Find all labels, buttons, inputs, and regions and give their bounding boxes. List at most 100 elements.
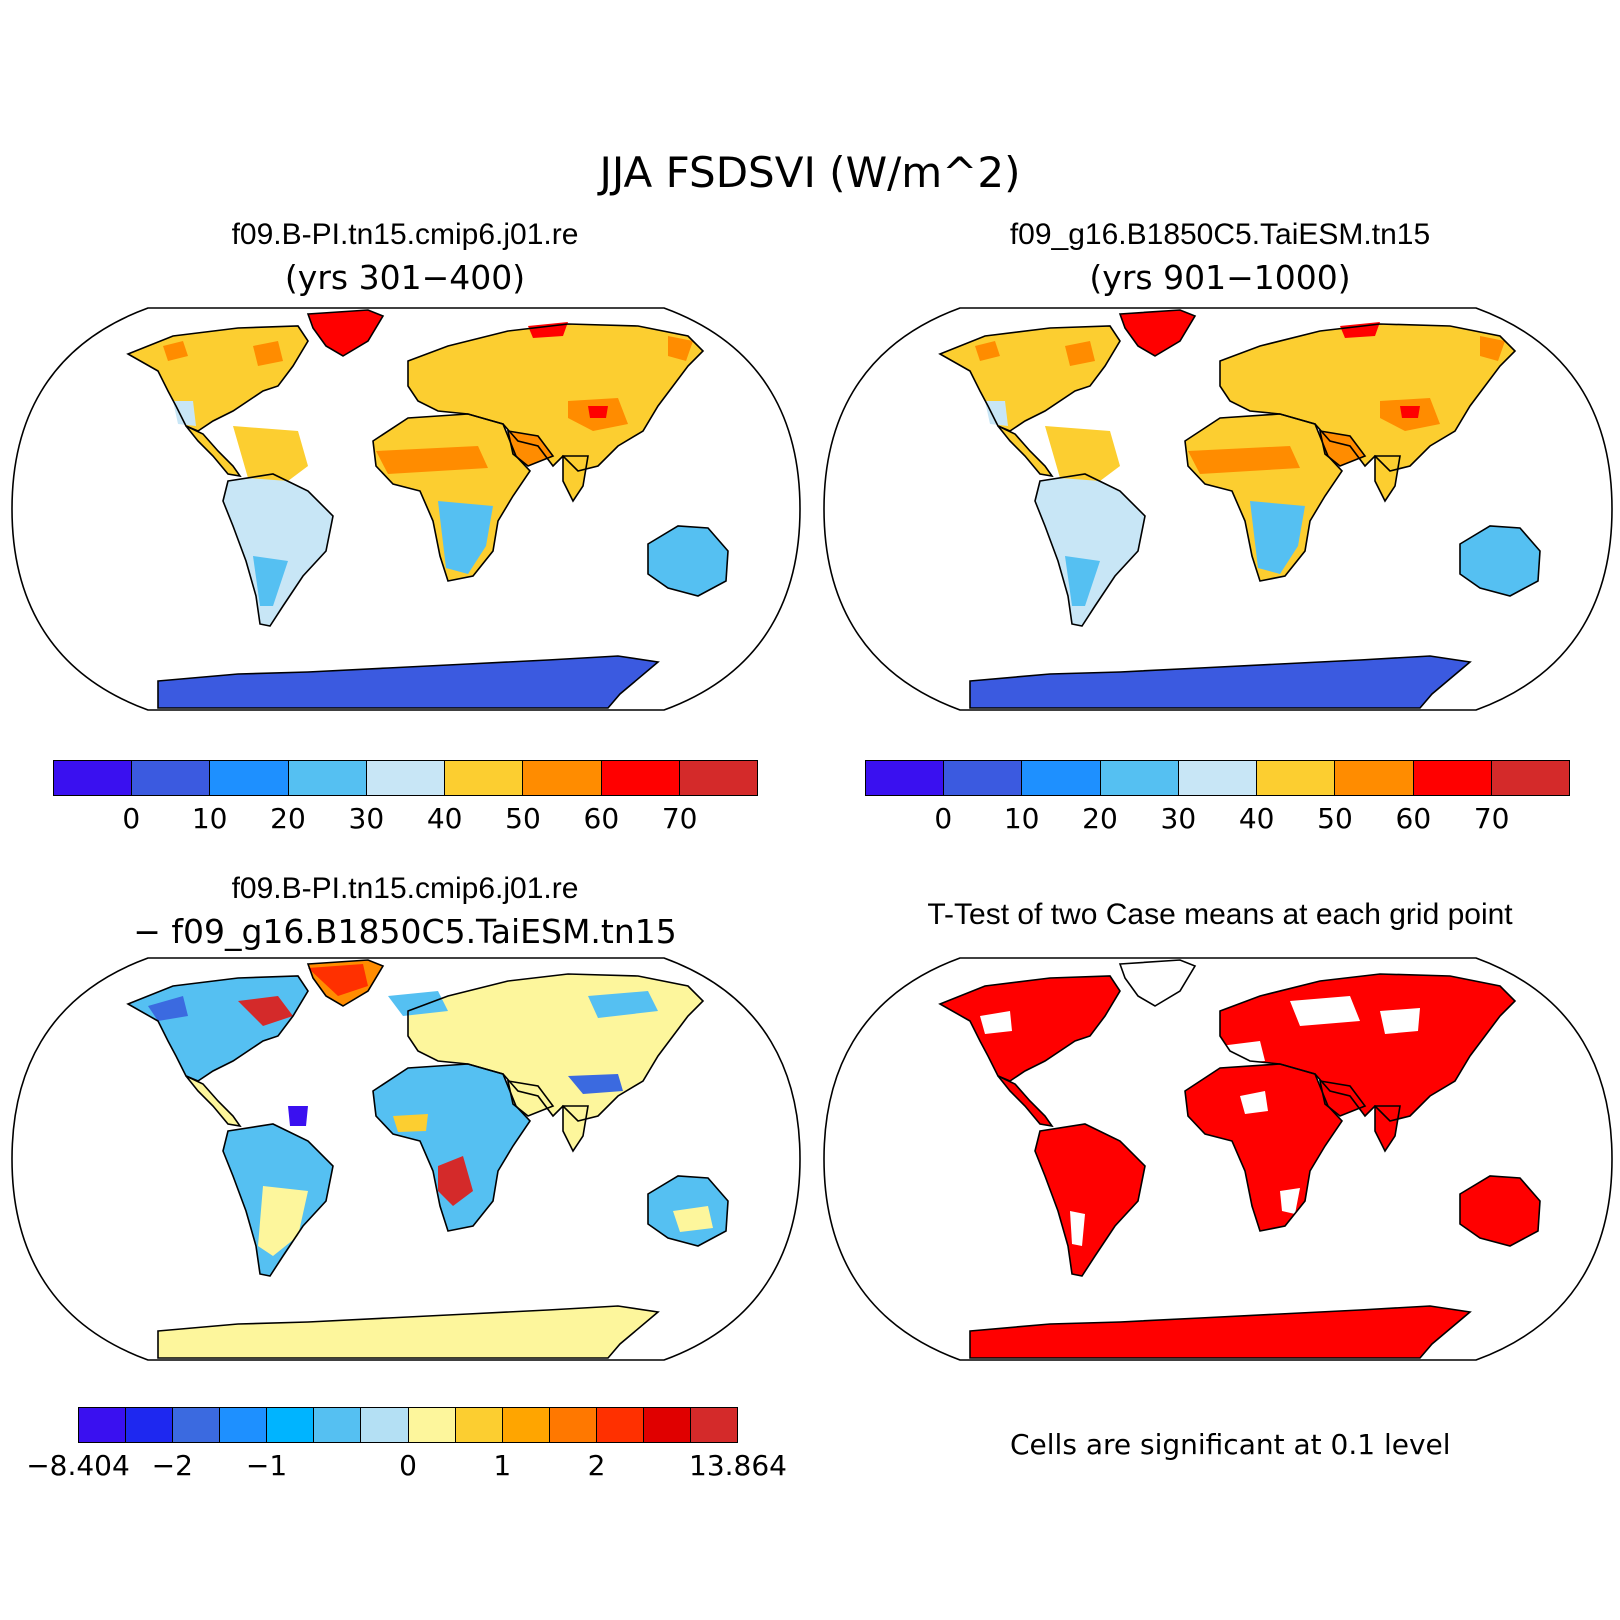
colorbar-swatch [267,1408,315,1442]
field-patch [376,446,488,474]
continent-arabia [508,1081,553,1116]
field-patch [1220,1041,1265,1064]
coastline-centralAmerica [997,1075,1054,1128]
continent-eurasia [408,324,703,471]
continent-australia [1460,1176,1540,1246]
field-patch [1045,426,1120,481]
field-patch [438,1156,473,1206]
colorbar-tick-label: 70 [661,802,698,835]
colorbar-tick-label: 50 [505,802,541,835]
colorbar-top-left [53,760,758,796]
colorbar-tick-label: 0 [399,1449,417,1482]
colorbar-tick-label: 60 [583,802,620,835]
coastline-australia [647,1175,729,1247]
field-patch [393,1114,428,1132]
colorbar-tick-label: 2 [587,1449,606,1482]
coastline-greenland [306,309,385,357]
coastline-antarctica [969,655,1472,709]
coastline-india [562,1105,589,1153]
colorbar-swatch [944,761,1023,795]
panel-subtitle-top-left: (yrs 301−400) [284,258,526,297]
continent-australia [648,526,728,596]
coastline-arabia [506,430,555,467]
continent-arabia [508,431,553,466]
coastline-australia [1459,525,1541,597]
field-patch [308,964,368,996]
colorbar-swatch [596,1408,644,1442]
colorbar-swatch [79,1408,127,1442]
field-patch [163,341,188,361]
colorbar-swatch [643,1408,692,1442]
field-patch [985,401,1008,426]
field-patch [668,336,693,361]
field-patch [1240,1091,1268,1114]
map-bottom-right [823,957,1613,1361]
continent-india [563,456,588,501]
coastline-greenland [1118,309,1197,357]
continent-arabia [1320,1081,1365,1116]
panel-title-top-left: f09.B-PI.tn15.cmip6.j01.re [231,218,579,251]
field-patch [588,406,608,418]
panel-title-bottom-right: T-Test of two Case means at each grid po… [927,898,1513,931]
coastline-india [1374,1105,1401,1153]
colorbar-tick-label: 13.864 [689,1449,787,1482]
colorbar-swatch [126,1408,174,1442]
colorbar-swatch [1178,761,1258,795]
coastline-centralAmerica [185,1075,242,1128]
coastline-northAmerica [938,975,1121,1082]
colorbar-swatch [173,1408,221,1442]
field-patch [528,322,568,338]
continent-northAmerica [940,976,1120,1081]
colorbar-swatch [502,1408,550,1442]
colorbar-swatch [54,761,133,795]
coastline-greenland [306,959,385,1007]
colorbar-swatch [288,761,367,795]
continent-africa [373,1064,530,1231]
continent-centralAmerica [186,1076,240,1126]
field-patch [253,556,288,606]
map-top-left [11,307,801,711]
coastline-southAmerica [1034,1123,1146,1277]
continent-greenland [308,310,383,356]
continent-eurasia [1220,324,1515,471]
colorbar-tick-label: 20 [1082,802,1118,835]
colorbar-swatch [1491,761,1569,795]
panel-subtitle-top-right: (yrs 901−1000) [1089,258,1351,297]
coastline-southAmerica [1034,473,1146,627]
colorbar-tick-label: 1 [493,1449,512,1482]
coastline-antarctica [969,1305,1472,1359]
coastline-arabia [1318,430,1367,467]
continent-centralAmerica [186,426,240,476]
colorbar-swatch [314,1408,362,1442]
panel-subtitle-bottom-left: − f09_g16.B1850C5.TaiESM.tn15 [133,912,677,951]
globe-border [823,957,1613,1361]
colorbar-swatch [866,761,945,795]
continent-antarctica [970,1306,1470,1358]
continent-africa [1185,1064,1342,1231]
colorbar-swatch [523,761,602,795]
field-patch [673,1206,713,1232]
continent-antarctica [970,656,1470,708]
colorbar-swatch [361,1408,409,1442]
globe-border [11,957,801,1361]
field-patch [1380,1008,1420,1034]
colorbar-swatch [455,1408,503,1442]
continent-eurasia [1220,974,1515,1121]
field-patch [388,991,448,1016]
field-patch [1188,446,1300,474]
field-patch [1340,322,1380,338]
colorbar-swatch [445,761,524,795]
coastline-india [1374,455,1401,503]
continent-india [1375,456,1400,501]
field-patch [148,996,188,1021]
coastline-eurasia [407,323,705,472]
colorbar-swatch [1022,761,1101,795]
colorbar-tick-label: 60 [1395,802,1432,835]
continent-greenland [1120,310,1195,356]
field-patch [233,426,308,481]
colorbar-swatch [210,761,289,795]
field-patch [438,501,493,574]
colorbar-tick-label: 20 [270,802,306,835]
map-top-right [823,307,1613,711]
colorbar-swatch [1335,761,1414,795]
